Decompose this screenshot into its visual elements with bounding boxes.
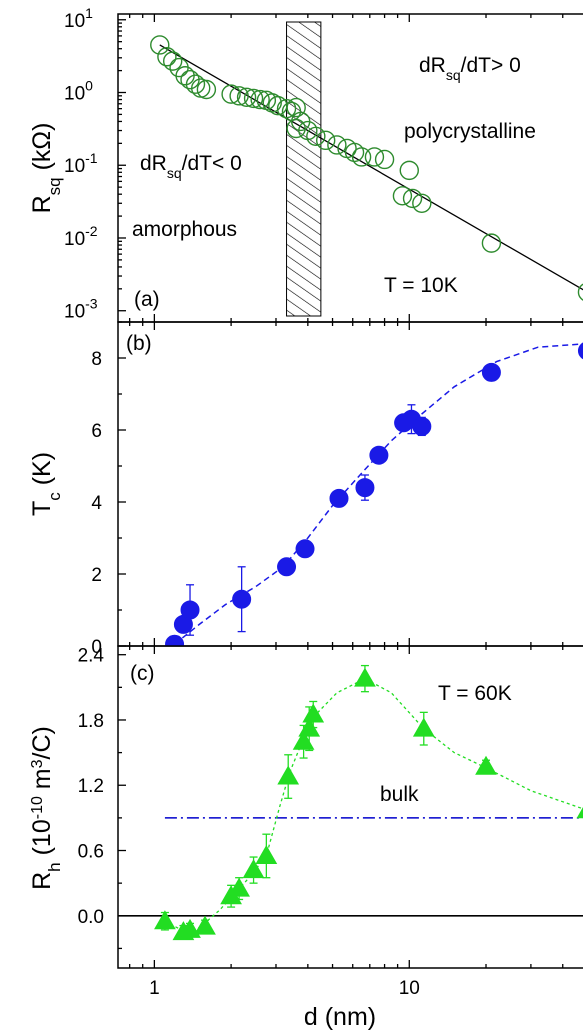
data-point (242, 859, 265, 879)
data-point (412, 416, 432, 436)
data-point (196, 79, 217, 100)
panel-b-ticks (118, 321, 564, 647)
data-point (374, 149, 395, 170)
data-point (481, 233, 502, 253)
panel-c-points (154, 664, 583, 941)
data-point (369, 445, 389, 465)
data-point (228, 877, 250, 897)
tick-label: 1.8 (78, 711, 104, 732)
tick-label: 10-1 (64, 150, 98, 177)
data-point (250, 89, 270, 110)
ann-polycrystalline: polycrystalline (404, 120, 536, 143)
x-tick-label: 1 (149, 978, 160, 999)
panel-b-tick-labels: 0 2 4 6 8 (91, 349, 102, 658)
panel-c-ticks (118, 646, 564, 968)
data-point (351, 147, 372, 167)
data-point (165, 634, 185, 646)
x-axis-label: d (nm) (304, 1003, 376, 1031)
ann-temperature: T = 10K (384, 274, 458, 297)
bulk-label: bulk (380, 783, 419, 806)
data-point (194, 915, 216, 935)
tick-label: 4 (91, 493, 102, 514)
panel-c: 0.0 0.6 1.2 1.8 2.4 1 10 (c) T = 60K bulk Rh (… (28, 645, 583, 1031)
data-point (150, 35, 170, 55)
ann-amorphous: amorphous (132, 218, 237, 241)
data-point (576, 807, 583, 819)
y-axis-label: Rsq (kΩ) (28, 123, 64, 214)
data-point (232, 589, 252, 609)
fit-line (159, 44, 583, 291)
ann-negative: dRsq/dT< 0 (140, 152, 242, 181)
tick-label: 10-2 (64, 223, 98, 250)
data-point (229, 86, 249, 106)
panel-b-frame (117, 321, 583, 647)
panel-a-label: (a) (134, 288, 160, 311)
data-point (286, 97, 306, 118)
data-point (577, 342, 583, 360)
data-point (302, 703, 325, 723)
data-point (157, 47, 177, 67)
data-point (243, 88, 264, 109)
data-point (236, 87, 257, 107)
data-point (327, 135, 347, 155)
data-point (475, 755, 497, 775)
tick-label: 0.0 (78, 907, 104, 928)
data-point (412, 193, 432, 213)
panel-b-points (165, 342, 583, 646)
tick-label: 101 (64, 5, 93, 32)
tick-label: 2 (91, 565, 102, 586)
panel-c-tick-labels: 0.0 0.6 1.2 1.8 2.4 1 10 (78, 646, 420, 999)
data-point (315, 130, 336, 151)
ann-temperature: T = 60K (438, 682, 512, 705)
data-point (295, 539, 315, 559)
data-point (179, 918, 201, 938)
data-point (412, 717, 435, 737)
x-tick-label: 10 (399, 978, 420, 999)
tick-label: 1.2 (78, 776, 104, 797)
tick-label: 8 (91, 349, 102, 370)
panel-b: 0 2 4 6 8 (b) Tc (K) (28, 321, 583, 658)
panel-c-frame (117, 645, 583, 969)
panel-a-tick-labels: 10-3 10-2 10-1 100 101 (64, 5, 98, 323)
data-point (392, 186, 413, 206)
tick-label: 0 (91, 637, 102, 658)
data-point (276, 98, 297, 119)
data-point (329, 488, 349, 508)
data-point (306, 126, 326, 146)
hatched-band (286, 21, 322, 317)
data-point (255, 844, 278, 864)
data-point (364, 147, 385, 167)
panel-c-label: (c) (130, 662, 155, 685)
data-point (577, 283, 583, 301)
data-point (154, 910, 176, 930)
data-point (354, 667, 376, 687)
trend-curve (164, 677, 583, 932)
ann-positive: dRsq/dT> 0 (419, 54, 521, 83)
data-point (399, 160, 419, 181)
panel-a: 10-3 10-2 10-1 100 101 (a) dRsq/dT> 0 polycr… (28, 5, 583, 323)
data-point (402, 188, 423, 209)
data-point (162, 51, 183, 71)
data-point (185, 74, 206, 94)
panel-a-points (150, 35, 583, 301)
y-axis-label: Rh (10-10 m3/C) (28, 726, 64, 890)
tick-label: 0.6 (78, 842, 104, 863)
data-point (180, 600, 200, 620)
data-point (481, 362, 501, 382)
data-point (355, 478, 375, 498)
data-point (277, 557, 297, 577)
y-axis-label: Tc (K) (28, 452, 64, 516)
tick-label: 2.4 (78, 646, 105, 667)
tick-label: 10-3 (64, 296, 98, 323)
data-point (221, 84, 241, 104)
tick-label: 100 (64, 78, 93, 105)
data-point (277, 765, 300, 785)
tick-label: 6 (91, 421, 102, 442)
panel-b-label: (b) (126, 332, 152, 355)
